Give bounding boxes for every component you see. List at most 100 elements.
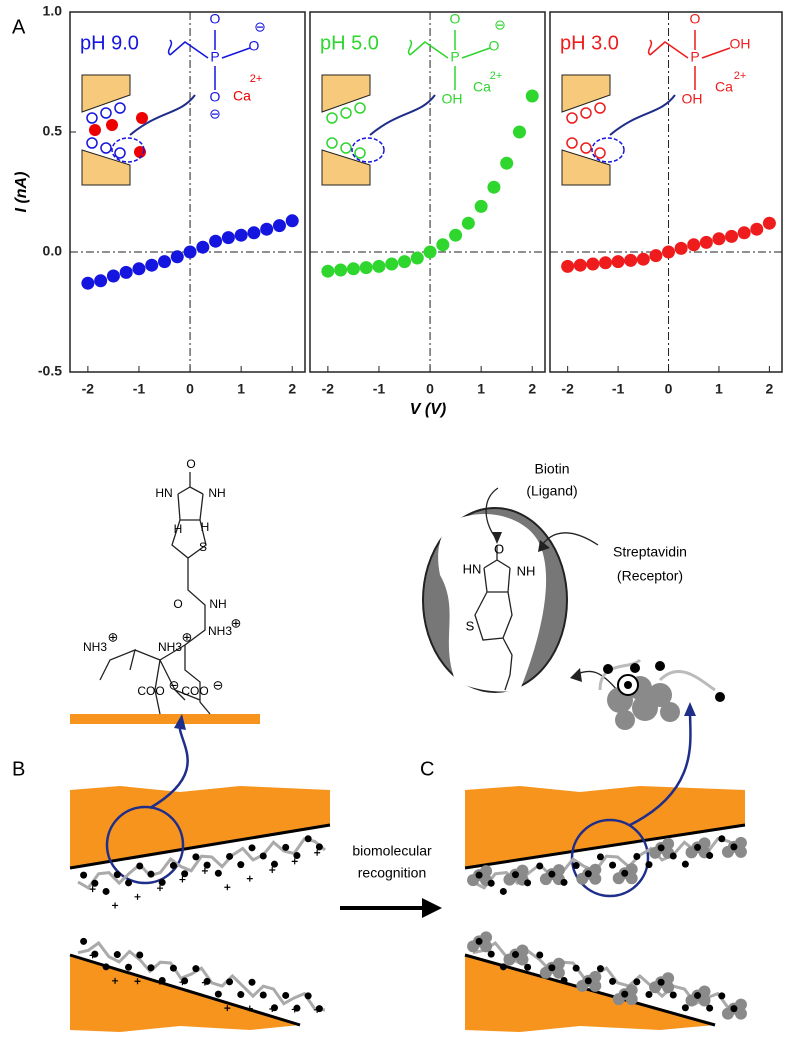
- data-point: [183, 245, 197, 259]
- receptor: [662, 972, 675, 985]
- inset-charge: [114, 102, 126, 114]
- amine: [259, 852, 267, 860]
- data-point: [636, 252, 650, 266]
- plot-frame: [69, 11, 306, 373]
- molecule-label: OH: [730, 36, 751, 52]
- molecule-label: 2+: [490, 70, 503, 82]
- chem-label: O: [186, 457, 195, 471]
- zoom-arrow: [629, 711, 692, 827]
- data-point: [385, 257, 399, 271]
- amine: [706, 852, 714, 860]
- amine: [226, 852, 234, 860]
- receptor: [734, 836, 747, 849]
- x-tick-label: 2: [288, 381, 296, 397]
- amine: [560, 878, 568, 886]
- data-point: [398, 255, 412, 269]
- data-point: [196, 240, 210, 254]
- data-point: [436, 238, 450, 252]
- inset-arrow: [369, 94, 436, 136]
- receptor: [516, 864, 529, 877]
- polymer: [598, 658, 716, 692]
- binding-pocket: [438, 514, 547, 692]
- inset-wall: [561, 149, 611, 186]
- inset-highlight: [591, 137, 625, 163]
- chem-label: NH3: [83, 640, 107, 654]
- chem-label: NH: [517, 563, 536, 578]
- panel-title: pH 3.0: [560, 32, 619, 54]
- data-point: [285, 214, 299, 228]
- data-point: [662, 245, 676, 259]
- amine: [203, 977, 211, 985]
- x-tick-label: 0: [186, 381, 194, 397]
- data-point: [674, 241, 688, 255]
- amine: [136, 951, 144, 959]
- inset-charge: [86, 112, 98, 124]
- arrow-head: [538, 540, 550, 552]
- receptor: [612, 993, 625, 1006]
- amine: [596, 965, 604, 973]
- charge: [134, 893, 141, 900]
- amine: [511, 951, 519, 959]
- amine: [706, 1004, 714, 1012]
- amine: [113, 871, 121, 879]
- inset-charge: [340, 107, 352, 119]
- molecule-bonds: [647, 30, 731, 90]
- receptor: [467, 874, 480, 887]
- amine: [293, 1004, 301, 1012]
- x-tick-label: -1: [133, 381, 146, 397]
- data-point: [170, 250, 184, 264]
- charge: [179, 876, 186, 883]
- inset-charge: [354, 147, 366, 159]
- receptor: [649, 981, 662, 994]
- chem-label: H: [201, 520, 210, 534]
- receptor: [649, 846, 662, 859]
- amine: [621, 990, 629, 998]
- amine: [536, 862, 544, 870]
- amine: [80, 871, 88, 879]
- channel-wall-top: [70, 786, 330, 868]
- receptor: [539, 966, 552, 979]
- molecule-label: O: [690, 11, 701, 27]
- amine: [609, 977, 617, 985]
- chem-label: ⊖: [213, 677, 224, 692]
- amine: [147, 964, 155, 972]
- arrow-label: biomolecular: [352, 843, 432, 859]
- amine: [596, 853, 604, 861]
- receptor: [625, 984, 638, 997]
- chem-label: NH3: [208, 624, 232, 638]
- receptor: [552, 957, 565, 970]
- data-point: [359, 261, 373, 275]
- charge: [269, 867, 276, 873]
- molecule-label: 2+: [734, 70, 747, 82]
- data-point: [725, 229, 739, 243]
- amine: [681, 860, 689, 868]
- channel-wall-bottom: [70, 955, 300, 1032]
- charge: [291, 858, 298, 865]
- chem-label: NH: [208, 486, 225, 500]
- chem-label: H: [174, 522, 183, 536]
- biotin-site: [624, 681, 632, 689]
- chem-label: HN: [463, 561, 482, 576]
- amine: [192, 965, 200, 973]
- receptor: [698, 837, 711, 850]
- amine: [730, 1005, 738, 1013]
- inset-ion: [89, 124, 101, 136]
- data-point: [372, 259, 386, 273]
- data-point: [119, 265, 133, 279]
- charge: [112, 902, 119, 909]
- panel-letter: A: [12, 16, 26, 38]
- inset-wall: [81, 74, 131, 113]
- amine: [304, 835, 312, 843]
- arrow-head: [570, 668, 582, 682]
- data-point: [449, 228, 463, 242]
- amine: [158, 878, 166, 886]
- molecule-label: O: [210, 11, 221, 27]
- data-point: [624, 253, 638, 267]
- receptor: [685, 994, 698, 1007]
- inset-charge: [340, 142, 352, 154]
- amine: [113, 951, 121, 959]
- data-point: [712, 232, 726, 246]
- data-point: [649, 249, 663, 263]
- receptor: [662, 837, 675, 850]
- receptor: [589, 863, 602, 876]
